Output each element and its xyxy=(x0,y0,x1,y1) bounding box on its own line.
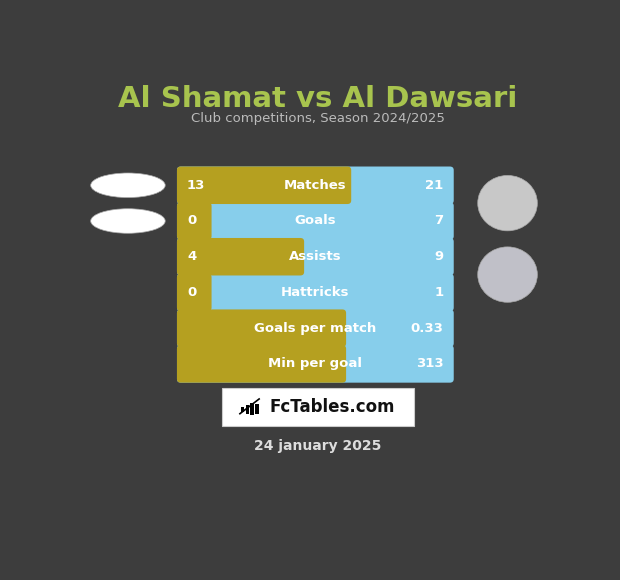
Ellipse shape xyxy=(91,209,165,233)
Text: Al Shamat vs Al Dawsari: Al Shamat vs Al Dawsari xyxy=(118,85,518,113)
Text: Goals per match: Goals per match xyxy=(254,322,376,335)
Text: 0: 0 xyxy=(187,215,197,227)
FancyBboxPatch shape xyxy=(177,202,454,240)
Text: 0.33: 0.33 xyxy=(411,322,444,335)
Bar xyxy=(255,404,259,414)
FancyBboxPatch shape xyxy=(177,309,454,347)
Text: 13: 13 xyxy=(187,179,205,192)
Text: 24 january 2025: 24 january 2025 xyxy=(254,439,381,453)
FancyBboxPatch shape xyxy=(177,202,211,240)
FancyBboxPatch shape xyxy=(222,388,414,426)
Text: 4: 4 xyxy=(187,250,197,263)
Text: Goals: Goals xyxy=(294,215,336,227)
FancyBboxPatch shape xyxy=(177,274,211,311)
FancyBboxPatch shape xyxy=(177,309,346,347)
Circle shape xyxy=(478,247,538,302)
FancyBboxPatch shape xyxy=(177,166,454,204)
Text: 21: 21 xyxy=(425,179,444,192)
Text: Min per goal: Min per goal xyxy=(268,357,362,371)
Circle shape xyxy=(478,175,538,231)
FancyBboxPatch shape xyxy=(177,166,351,204)
Text: 9: 9 xyxy=(435,250,444,263)
Text: 1: 1 xyxy=(435,286,444,299)
Ellipse shape xyxy=(91,173,165,198)
Bar xyxy=(250,403,254,415)
FancyBboxPatch shape xyxy=(177,345,454,383)
Text: FcTables.com: FcTables.com xyxy=(270,398,395,416)
FancyBboxPatch shape xyxy=(177,238,304,276)
Text: Hattricks: Hattricks xyxy=(281,286,350,299)
Text: 313: 313 xyxy=(416,357,444,371)
FancyBboxPatch shape xyxy=(177,274,454,311)
Text: 0: 0 xyxy=(187,286,197,299)
Text: Matches: Matches xyxy=(284,179,347,192)
FancyBboxPatch shape xyxy=(177,238,454,276)
Bar xyxy=(246,405,249,414)
Bar xyxy=(241,407,244,412)
Text: Assists: Assists xyxy=(289,250,342,263)
Text: 7: 7 xyxy=(435,215,444,227)
Text: Club competitions, Season 2024/2025: Club competitions, Season 2024/2025 xyxy=(191,112,445,125)
FancyBboxPatch shape xyxy=(177,345,346,383)
